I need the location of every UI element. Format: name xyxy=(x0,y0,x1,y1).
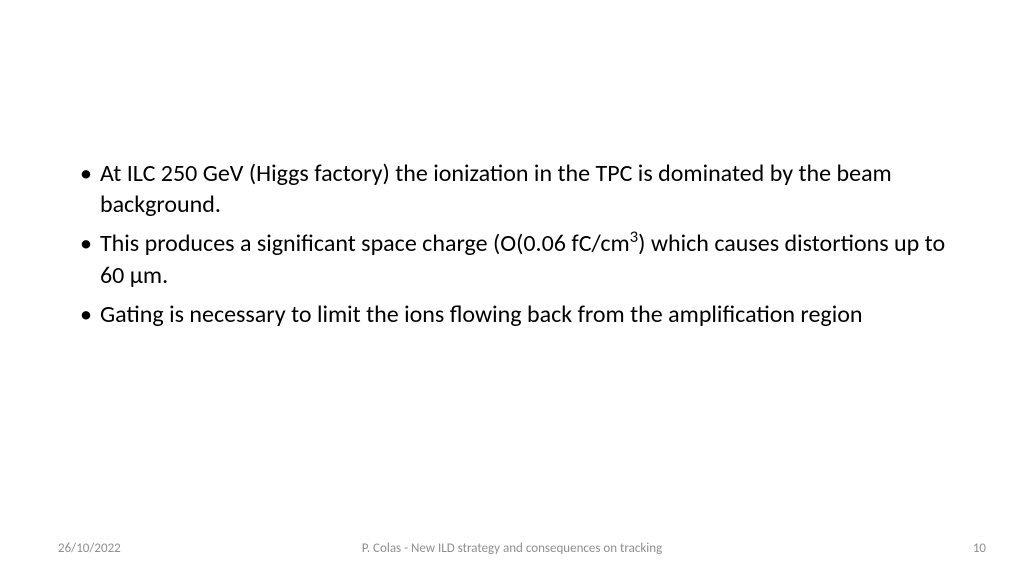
bullet-dot-icon: • xyxy=(80,299,92,330)
bullet-dot-icon: • xyxy=(80,158,92,189)
bullet-text: Gating is necessary to limit the ions fl… xyxy=(100,299,964,330)
footer-author-title: P. Colas - New ILD strategy and conseque… xyxy=(0,541,1024,556)
bullet-item: • This produces a significant space char… xyxy=(80,228,964,290)
slide-footer: 26/10/2022 P. Colas - New ILD strategy a… xyxy=(0,532,1024,556)
bullet-dot-icon: • xyxy=(80,228,92,259)
footer-page-number: 10 xyxy=(973,541,986,556)
bullet-text: At ILC 250 GeV (Higgs factory) the ioniz… xyxy=(100,158,964,220)
bullet-item: • At ILC 250 GeV (Higgs factory) the ion… xyxy=(80,158,964,220)
bullet-text: This produces a significant space charge… xyxy=(100,228,964,290)
bullet-item: • Gating is necessary to limit the ions … xyxy=(80,299,964,330)
slide-body: • At ILC 250 GeV (Higgs factory) the ion… xyxy=(80,158,964,338)
